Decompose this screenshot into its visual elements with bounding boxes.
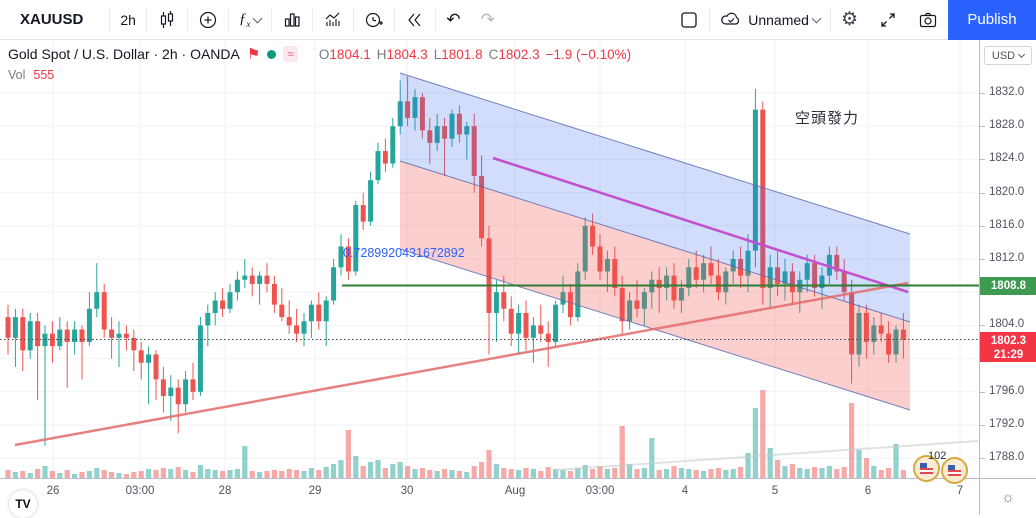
- line-chart-icon: [323, 10, 343, 30]
- volume-legend: Vol 555: [8, 68, 54, 82]
- time-tick: 03:00: [586, 485, 615, 497]
- time-tick: 6: [865, 485, 871, 497]
- cloud-check-icon: [720, 10, 744, 30]
- chevron-down-icon: [812, 13, 822, 23]
- columns-icon: [282, 10, 302, 30]
- status-dot-icon: [267, 50, 276, 59]
- tradingview-watermark[interactable]: TV: [9, 490, 37, 518]
- vol-label: Vol: [8, 68, 25, 82]
- fullscreen-button[interactable]: [868, 0, 908, 40]
- expand-icon: [878, 10, 898, 30]
- change-value: −1.9 (−0.10%): [546, 47, 632, 62]
- top-toolbar: XAUUSD 2h ƒx: [0, 0, 1036, 40]
- time-tick: Aug: [505, 485, 525, 497]
- chart-legend: Gold Spot / U.S. Dollar · 2h · OANDA ⚑ ≈…: [8, 46, 631, 62]
- time-tick: 4: [682, 485, 688, 497]
- replay-button[interactable]: [395, 0, 435, 40]
- currency-label: USD: [992, 50, 1015, 62]
- close-value: 1802.3: [498, 47, 539, 62]
- interval-button[interactable]: 2h: [110, 0, 146, 40]
- symbol-search-button[interactable]: XAUUSD: [0, 0, 109, 40]
- approx-badge: ≈: [283, 46, 298, 62]
- currency-selector[interactable]: USD: [984, 46, 1032, 65]
- time-tick: 29: [309, 485, 322, 497]
- chart-style-button[interactable]: [147, 0, 187, 40]
- text-annotation[interactable]: 空頭發力: [795, 107, 859, 128]
- patterns-button[interactable]: [313, 0, 353, 40]
- alarm-clock-icon: [364, 10, 384, 30]
- low-value: 1801.8: [441, 47, 482, 62]
- ohlc-values: O1804.1 H1804.3 L1801.8 C1802.3 −1.9 (−0…: [319, 47, 631, 62]
- time-tick: 03:00: [126, 485, 155, 497]
- gear-icon: ⚙: [841, 10, 858, 29]
- save-layout-button[interactable]: Unnamed: [710, 0, 830, 40]
- chart-pane[interactable]: Gold Spot / U.S. Dollar · 2h · OANDA ⚑ ≈…: [0, 40, 979, 478]
- axis-settings-icon: ☼: [1001, 489, 1015, 506]
- templates-button[interactable]: [272, 0, 312, 40]
- layout-button[interactable]: [669, 0, 709, 40]
- chart-canvas[interactable]: [0, 40, 979, 478]
- redo-button[interactable]: ↷: [471, 0, 505, 40]
- countdown-timer: 21:29: [980, 348, 1036, 362]
- chevron-down-icon: [253, 13, 263, 23]
- rewind-icon: [405, 10, 425, 30]
- publish-button[interactable]: Publish: [948, 0, 1036, 40]
- snapshot-button[interactable]: [908, 0, 948, 40]
- time-tick: 30: [401, 485, 414, 497]
- open-value: 1804.1: [329, 47, 370, 62]
- compare-button[interactable]: [188, 0, 228, 40]
- layout-square-icon: [679, 10, 699, 30]
- alert-button[interactable]: [354, 0, 394, 40]
- reaction-count: 102: [928, 450, 946, 462]
- time-tick: 28: [219, 485, 232, 497]
- red-flag-icon[interactable]: ⚑: [247, 47, 260, 62]
- last-price-label: 1802.3 21:29: [980, 332, 1036, 362]
- time-tick: 26: [47, 485, 60, 497]
- candlestick-icon: [157, 10, 177, 30]
- camera-icon: [918, 10, 938, 30]
- chevron-down-icon: [1018, 51, 1025, 58]
- indicators-button[interactable]: ƒx: [229, 0, 272, 40]
- time-tick: 5: [772, 485, 778, 497]
- fx-icon: ƒx: [239, 11, 251, 29]
- green-price-label: 1808.8: [980, 277, 1036, 295]
- axis-settings-corner[interactable]: ☼: [979, 478, 1036, 515]
- last-price-value: 1802.3: [980, 334, 1036, 348]
- high-value: 1804.3: [386, 47, 427, 62]
- layout-name: Unnamed: [748, 12, 809, 28]
- time-axis[interactable]: 26 03:00 28 29 30 Aug 03:00 4 5 6 7: [0, 478, 979, 515]
- time-tick: 7: [957, 485, 963, 497]
- fib-value-annotation[interactable]: 0.7289920431672892: [343, 246, 465, 260]
- compare-plus-icon: [198, 10, 218, 30]
- chart-settings-button[interactable]: ⚙: [831, 0, 868, 40]
- vol-value: 555: [33, 68, 54, 82]
- undo-button[interactable]: ↶: [436, 0, 470, 40]
- legend-title[interactable]: Gold Spot / U.S. Dollar · 2h · OANDA: [8, 46, 240, 62]
